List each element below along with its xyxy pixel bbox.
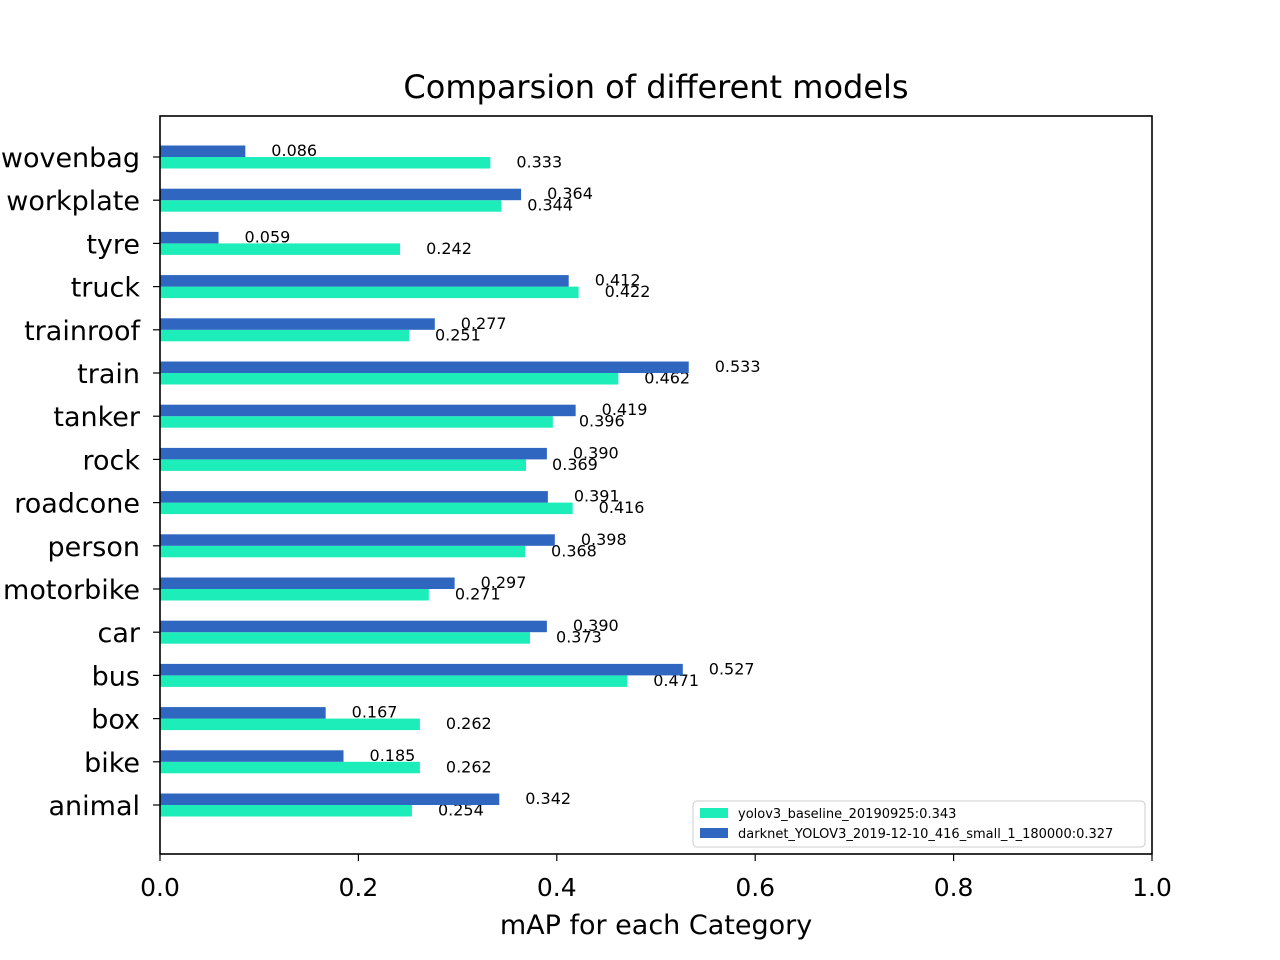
bar-tanker-series-1 (160, 405, 576, 417)
bar-animal-series-0 (160, 805, 412, 817)
legend-swatch-series-1 (700, 828, 728, 838)
bar-train-series-1 (160, 362, 689, 374)
category-label-roadcone: roadcone (14, 489, 140, 520)
bar-train-series-0 (160, 373, 618, 385)
category-label-animal: animal (48, 791, 140, 822)
bar-roadcone-series-0 (160, 503, 573, 514)
x-tick-label-0.2: 0.2 (339, 873, 379, 902)
value-label-bike-series-1: 0.185 (370, 746, 416, 765)
bar-bike-series-1 (160, 750, 344, 762)
value-label-tyre-series-0: 0.242 (426, 239, 472, 258)
bar-workplate-series-0 (160, 200, 501, 212)
bar-person-series-0 (160, 546, 525, 558)
bar-car-series-1 (160, 621, 547, 633)
value-label-person-series-1: 0.398 (581, 530, 627, 549)
category-label-rock: rock (82, 445, 140, 476)
value-label-roadcone-series-1: 0.391 (574, 487, 620, 506)
category-label-car: car (98, 618, 141, 649)
bar-rock-series-1 (160, 448, 547, 460)
x-tick-label-0.8: 0.8 (934, 873, 974, 902)
bar-rock-series-0 (160, 459, 526, 471)
bar-tyre-series-1 (160, 232, 219, 244)
category-label-wovenbag: wovenbag (1, 143, 140, 174)
x-tick-label-0.0: 0.0 (140, 873, 180, 902)
value-label-truck-series-1: 0.412 (595, 271, 641, 290)
bar-workplate-series-1 (160, 189, 521, 201)
bar-truck-series-0 (160, 287, 579, 299)
bar-bus-series-0 (160, 675, 627, 687)
value-label-trainroof-series-1: 0.277 (461, 314, 507, 333)
bar-wovenbag-series-0 (160, 157, 490, 169)
bar-bus-series-1 (160, 664, 683, 676)
bar-person-series-1 (160, 534, 555, 546)
value-label-box-series-1: 0.167 (352, 703, 398, 722)
bar-trainroof-series-0 (160, 330, 409, 342)
bar-roadcone-series-1 (160, 491, 548, 503)
legend: yolov3_baseline_20190925:0.343 darknet_YO… (693, 801, 1145, 847)
bar-truck-series-1 (160, 275, 569, 287)
x-tick-label-0.6: 0.6 (735, 873, 775, 902)
bar-motorbike-series-1 (160, 578, 455, 590)
category-label-train: train (77, 359, 140, 390)
category-label-bus: bus (92, 661, 140, 692)
bar-trainroof-series-1 (160, 318, 435, 330)
bar-car-series-0 (160, 632, 530, 644)
bar-motorbike-series-0 (160, 589, 429, 601)
bar-animal-series-1 (160, 794, 499, 806)
legend-label-series-1: darknet_YOLOV3_2019-12-10_416_small_1_18… (738, 827, 1113, 842)
legend-swatch-series-0 (700, 808, 728, 818)
value-label-motorbike-series-1: 0.297 (481, 573, 527, 592)
category-label-workplate: workplate (6, 186, 140, 217)
bar-box-series-1 (160, 707, 326, 719)
bar-wovenbag-series-1 (160, 146, 245, 158)
bar-tanker-series-0 (160, 416, 553, 428)
value-label-tyre-series-1: 0.059 (245, 227, 291, 246)
x-tick-label-0.4: 0.4 (537, 873, 577, 902)
x-tick-label-1.0: 1.0 (1132, 873, 1172, 902)
category-label-motorbike: motorbike (3, 575, 140, 606)
value-label-bike-series-0: 0.262 (446, 757, 492, 776)
value-label-box-series-0: 0.262 (446, 714, 492, 733)
value-label-car-series-1: 0.390 (573, 616, 619, 635)
plot-frame (160, 116, 1152, 854)
category-label-trainroof: trainroof (24, 316, 141, 347)
x-axis: 0.0 0.2 0.4 0.6 0.8 1.0 (140, 854, 1172, 902)
value-label-bus-series-1: 0.527 (709, 659, 755, 678)
value-label-wovenbag-series-0: 0.333 (516, 153, 562, 172)
category-label-person: person (47, 532, 140, 563)
plot-area: 0.2540.3420.2620.1850.2620.1670.4710.527… (160, 116, 1152, 854)
x-axis-label: mAP for each Category (500, 910, 812, 941)
value-label-rock-series-1: 0.390 (573, 443, 619, 462)
category-label-truck: truck (71, 273, 141, 304)
value-label-workplate-series-1: 0.364 (547, 184, 593, 203)
chart-title: Comparsion of different models (403, 68, 908, 106)
category-label-tanker: tanker (53, 402, 141, 433)
value-label-wovenbag-series-1: 0.086 (271, 141, 317, 160)
legend-label-series-0: yolov3_baseline_20190925:0.343 (738, 807, 956, 822)
value-label-tanker-series-1: 0.419 (602, 400, 648, 419)
category-label-bike: bike (84, 748, 140, 779)
category-label-tyre: tyre (86, 229, 140, 260)
y-axis: animal bike box bus car motorbike person roadco… (1, 143, 160, 822)
value-label-animal-series-1: 0.342 (525, 789, 571, 808)
value-label-train-series-1: 0.533 (715, 357, 761, 376)
category-label-box: box (91, 705, 140, 736)
